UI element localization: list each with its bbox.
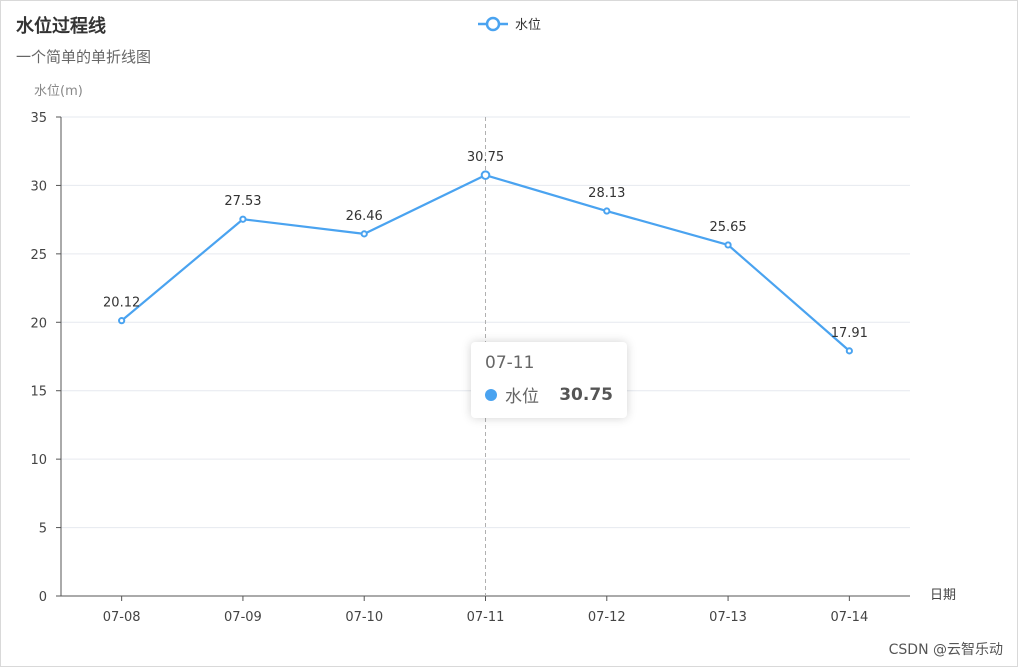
chart-subtitle: 一个简单的单折线图 xyxy=(16,48,151,66)
y-tick-label: 15 xyxy=(30,385,47,400)
y-tick-label: 20 xyxy=(30,316,47,331)
legend-marker-icon xyxy=(485,16,501,32)
y-tick-label: 0 xyxy=(39,590,47,605)
tooltip-value: 30.75 xyxy=(559,384,613,405)
chart-title: 水位过程线 xyxy=(16,15,106,37)
legend[interactable]: 水位 xyxy=(478,16,541,33)
y-tick-label: 10 xyxy=(30,453,47,468)
y-tick-label: 25 xyxy=(30,248,47,263)
x-tick-label: 07-13 xyxy=(709,610,747,625)
data-point[interactable] xyxy=(480,170,491,180)
x-tick-label: 07-14 xyxy=(830,610,868,625)
x-tick-label: 07-09 xyxy=(224,610,262,625)
tooltip-row: 水位 30.75 xyxy=(485,382,613,407)
data-point[interactable] xyxy=(724,241,732,249)
x-tick-label: 07-10 xyxy=(345,610,383,625)
x-tick-label: 07-11 xyxy=(467,610,505,625)
tooltip-series-name: 水位 xyxy=(505,387,539,407)
y-tick-label: 30 xyxy=(30,179,47,194)
x-axis-name: 日期 xyxy=(930,588,956,603)
y-tick-label: 5 xyxy=(39,522,47,537)
data-label: 25.65 xyxy=(709,220,746,235)
data-label: 26.46 xyxy=(346,209,383,224)
data-point[interactable] xyxy=(360,230,368,238)
data-point[interactable] xyxy=(603,207,611,215)
data-label: 17.91 xyxy=(831,326,868,341)
tooltip-category: 07-11 xyxy=(485,353,535,373)
data-label: 27.53 xyxy=(224,194,261,209)
data-label: 20.12 xyxy=(103,296,140,311)
data-label: 28.13 xyxy=(588,186,625,201)
watermark: CSDN @云智乐动 xyxy=(889,642,1003,658)
data-point[interactable] xyxy=(239,215,247,223)
data-point[interactable] xyxy=(118,317,126,325)
y-tick-label: 35 xyxy=(30,111,47,126)
data-label: 30.75 xyxy=(467,150,504,165)
tooltip: 07-11 水位 30.75 xyxy=(471,342,627,418)
tooltip-series-dot-icon xyxy=(485,388,497,401)
x-tick-label: 07-12 xyxy=(588,610,626,625)
data-point[interactable] xyxy=(845,347,853,355)
legend-label[interactable]: 水位 xyxy=(515,18,541,33)
x-tick-label: 07-08 xyxy=(103,610,141,625)
y-axis-name: 水位(m) xyxy=(34,84,83,99)
